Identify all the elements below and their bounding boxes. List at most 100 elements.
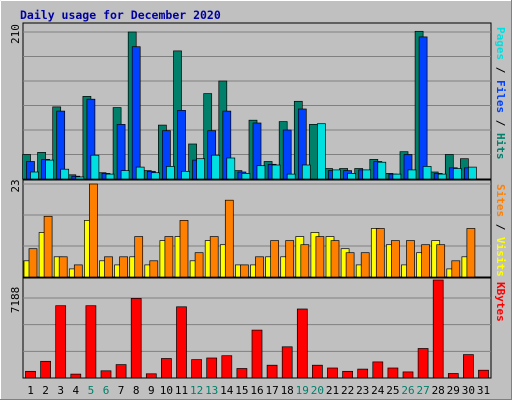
- axis-legend-kbytes: KBytes: [494, 282, 507, 322]
- bar-kbytes-kbytes: [296, 308, 308, 379]
- bar-hits-files: [131, 46, 141, 180]
- bar-hits-pages: [332, 169, 341, 180]
- bar-visits-sites: [255, 256, 264, 278]
- x-tick-label: 6: [103, 384, 110, 397]
- bar-visits-sites: [224, 199, 234, 278]
- bar-kbytes-kbytes: [100, 370, 112, 379]
- bar-kbytes-kbytes: [463, 354, 474, 379]
- bar-visits-sites: [28, 248, 38, 278]
- bar-hits-pages: [452, 168, 462, 180]
- bar-hits-pages: [392, 173, 402, 180]
- bar-hits-pages: [120, 170, 130, 180]
- bar-hits-pages: [437, 173, 447, 180]
- y-max-label-kbytes: 7188: [9, 287, 22, 314]
- bar-kbytes-kbytes: [281, 346, 293, 379]
- bar-kbytes-kbytes: [85, 305, 97, 379]
- y-max-label-hits: 210: [9, 24, 22, 44]
- bar-hits-pages: [90, 154, 100, 180]
- x-tick-label: 13: [205, 384, 218, 397]
- x-tick-label: 18: [281, 384, 294, 397]
- bar-visits-sites: [270, 240, 279, 278]
- bar-hits-pages: [211, 154, 221, 180]
- legend-item: /: [494, 60, 507, 80]
- bar-hits-pages: [241, 173, 251, 180]
- bar-visits-sites: [375, 228, 385, 278]
- bar-hits-pages: [30, 171, 39, 180]
- bar-hits-pages: [226, 157, 236, 180]
- panel-kbytes: 7188 KBytes: [9, 277, 507, 379]
- bar-kbytes-kbytes: [25, 370, 36, 379]
- bar-visits-sites: [179, 220, 189, 278]
- bar-kbytes-kbytes: [206, 357, 218, 379]
- x-tick-label: 23: [356, 384, 369, 397]
- bar-hits-files: [418, 36, 428, 180]
- bar-hits-pages: [166, 166, 175, 180]
- bar-kbytes-kbytes: [145, 373, 157, 379]
- x-tick-label: 28: [432, 384, 445, 397]
- axis-legend-hits: Pages / Files / Hits: [494, 27, 507, 160]
- panel-hits: 210 Pages / Files / Hits: [9, 22, 507, 180]
- bar-kbytes-kbytes: [40, 360, 51, 379]
- bar-hits-pages: [362, 169, 372, 180]
- bar-visits-sites: [104, 256, 113, 278]
- bar-kbytes-kbytes: [432, 279, 444, 379]
- bar-visits-sites: [119, 256, 128, 278]
- x-tick-label: 12: [190, 384, 203, 397]
- bar-kbytes-kbytes: [236, 368, 248, 379]
- legend-item: Hits: [494, 133, 507, 160]
- bar-kbytes-kbytes: [402, 371, 414, 379]
- legend-item: Pages: [494, 27, 507, 60]
- x-tick-label: 25: [386, 384, 399, 397]
- x-tick-label: 9: [148, 384, 155, 397]
- x-tick-label: 30: [462, 384, 475, 397]
- bar-hits-files: [56, 110, 66, 180]
- x-tick-label: 26: [401, 384, 414, 397]
- bar-visits-sites: [149, 260, 159, 278]
- bar-visits-sites: [73, 264, 83, 278]
- x-tick-label: 10: [160, 384, 173, 397]
- x-tick-label: 19: [296, 384, 309, 397]
- bar-hits-pages: [468, 166, 477, 180]
- x-tick-label: 2: [42, 384, 49, 397]
- bar-kbytes-kbytes: [221, 355, 233, 379]
- bar-visits-sites: [209, 236, 219, 278]
- bar-hits-pages: [196, 158, 205, 180]
- bar-hits-pages: [105, 173, 115, 180]
- bar-hits-pages: [60, 168, 70, 180]
- bar-kbytes-kbytes: [417, 348, 429, 379]
- bar-kbytes-kbytes: [342, 370, 353, 379]
- bar-visits-sites: [285, 240, 295, 278]
- bar-hits-pages: [256, 165, 266, 180]
- x-tick-label: 31: [477, 384, 490, 397]
- x-tick-label: 15: [235, 384, 248, 397]
- bar-hits-pages: [377, 161, 387, 180]
- bar-kbytes-kbytes: [191, 359, 202, 379]
- bar-hits-pages: [347, 173, 356, 180]
- bar-visits-sites: [345, 252, 355, 278]
- bar-kbytes-kbytes: [161, 358, 172, 379]
- bar-hits-pages: [317, 123, 326, 180]
- legend-item: KBytes: [494, 282, 507, 322]
- bar-hits-pages: [75, 176, 85, 180]
- bar-hits-pages: [45, 159, 54, 180]
- bar-visits-sites: [421, 244, 430, 278]
- x-tick-label: 20: [311, 384, 324, 397]
- x-tick-label: 29: [447, 384, 460, 397]
- bar-hits-files: [282, 129, 292, 180]
- legend-item: /: [494, 217, 507, 237]
- bar-kbytes-kbytes: [55, 305, 67, 379]
- bar-kbytes-kbytes: [372, 361, 384, 379]
- bar-visits-sites: [436, 244, 446, 278]
- bar-visits-sites: [58, 256, 68, 278]
- panel-visits: 23 Sites / Visits: [9, 179, 507, 278]
- bar-visits-sites: [451, 260, 461, 278]
- x-tick-label: 17: [265, 384, 278, 397]
- bar-visits-sites: [240, 264, 249, 278]
- bar-hits-pages: [135, 166, 145, 180]
- x-tick-label: 11: [175, 384, 188, 397]
- bar-kbytes-kbytes: [447, 373, 459, 379]
- bar-kbytes-kbytes: [266, 364, 278, 379]
- bar-visits-sites: [89, 183, 98, 278]
